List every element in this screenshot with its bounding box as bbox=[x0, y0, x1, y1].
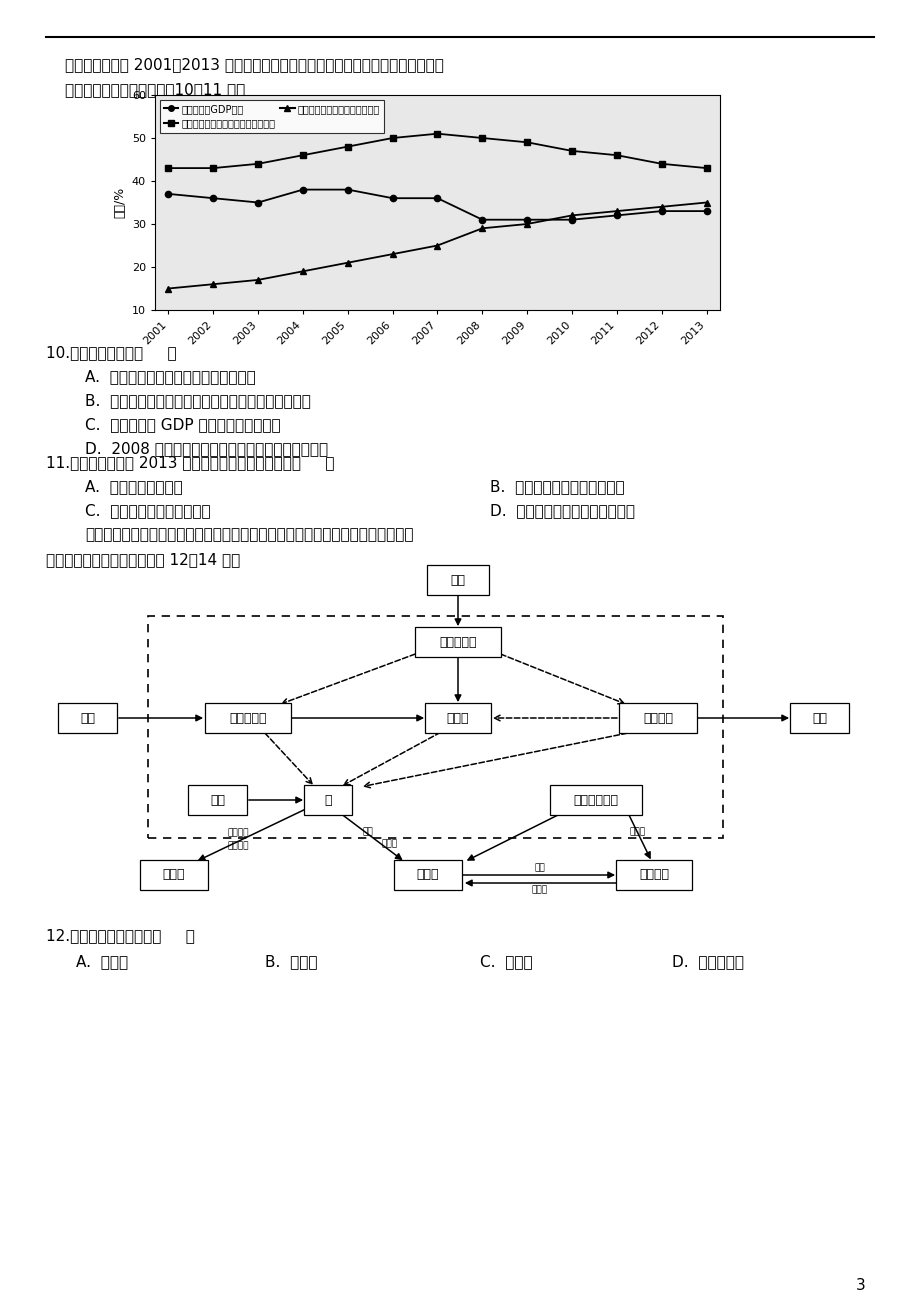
FancyBboxPatch shape bbox=[414, 627, 501, 656]
Text: 锅材加工厂: 锅材加工厂 bbox=[229, 711, 267, 724]
Text: 下图为我国某省 2001－2013 年工业产值比重及污染密集型行业和高新技术产业比重: 下图为我国某省 2001－2013 年工业产值比重及污染密集型行业和高新技术产业… bbox=[65, 57, 443, 72]
Y-axis label: 比重/%: 比重/% bbox=[113, 187, 126, 218]
FancyBboxPatch shape bbox=[205, 703, 290, 733]
Text: D.  污水处理厂: D. 污水处理厂 bbox=[671, 954, 743, 968]
Text: B.  化肂厂: B. 化肂厂 bbox=[265, 954, 317, 968]
Text: 的工业生产结构图，据图完成 12～14 题。: 的工业生产结构图，据图完成 12～14 题。 bbox=[46, 552, 240, 567]
Text: 旅游业: 旅游业 bbox=[163, 868, 185, 881]
Text: 图为我国东北某林区城市生态工业园区目前的生产结构图，虚线框内为该城市过去: 图为我国东北某林区城市生态工业园区目前的生产结构图，虚线框内为该城市过去 bbox=[85, 526, 413, 542]
Text: 的变动趋势图。读图，回等10～11 题。: 的变动趋势图。读图，回等10～11 题。 bbox=[65, 82, 245, 98]
Text: C.  工业产值在 GDP 中所占比重先增后减: C. 工业产值在 GDP 中所占比重先增后减 bbox=[85, 417, 280, 432]
Text: 农产品加工厂: 农产品加工厂 bbox=[573, 793, 618, 806]
Text: 小木制品厂: 小木制品厂 bbox=[438, 636, 476, 649]
FancyBboxPatch shape bbox=[616, 861, 691, 890]
Text: D.  减缓高新技术产业的发展速度: D. 减缓高新技术产业的发展速度 bbox=[490, 503, 634, 517]
FancyBboxPatch shape bbox=[425, 703, 491, 733]
Text: D.  2008 年后污染密集型行业比重高于高新技术产业: D. 2008 年后污染密集型行业比重高于高新技术产业 bbox=[85, 441, 328, 456]
Text: 农产品: 农产品 bbox=[381, 840, 398, 849]
Text: B.  提高资源密集型产业的比重: B. 提高资源密集型产业的比重 bbox=[490, 478, 624, 494]
Text: 家具厂: 家具厂 bbox=[447, 711, 469, 724]
Text: C.  发电厂: C. 发电厂 bbox=[480, 954, 532, 968]
Text: 种植业: 种植业 bbox=[416, 868, 438, 881]
Text: B.  高新技术产业比重的变化幅度小于污染密集型行业: B. 高新技术产业比重的变化幅度小于污染密集型行业 bbox=[85, 393, 311, 408]
Text: 秸杆: 秸杆 bbox=[362, 828, 373, 836]
Text: 3: 3 bbox=[856, 1278, 865, 1294]
Text: 农家肥: 农家肥 bbox=[531, 885, 548, 894]
Text: 11.据图推测，该省 2013 年后工业结构调整的重点是（     ）: 11.据图推测，该省 2013 年后工业结构调整的重点是（ ） bbox=[46, 455, 335, 471]
FancyBboxPatch shape bbox=[140, 861, 208, 890]
Text: C.  降低污染密集型行业比重: C. 降低污染密集型行业比重 bbox=[85, 503, 210, 517]
Legend: 工业产值占GDP比重, 污染密集型行业产值占工业产值比重, 高新技术产业值占工业产值比重: 工业产值占GDP比重, 污染密集型行业产值占工业产值比重, 高新技术产业值占工业… bbox=[160, 100, 383, 133]
FancyBboxPatch shape bbox=[618, 703, 697, 733]
FancyBboxPatch shape bbox=[426, 566, 489, 595]
FancyBboxPatch shape bbox=[188, 785, 247, 815]
FancyBboxPatch shape bbox=[550, 785, 641, 815]
FancyBboxPatch shape bbox=[393, 861, 461, 890]
Text: 甲: 甲 bbox=[323, 793, 332, 806]
FancyBboxPatch shape bbox=[59, 703, 118, 733]
FancyBboxPatch shape bbox=[303, 785, 352, 815]
Text: 原木: 原木 bbox=[811, 711, 826, 724]
Text: A.  造纸厂: A. 造纸厂 bbox=[76, 954, 128, 968]
Text: 肉奶蛋: 肉奶蛋 bbox=[630, 828, 645, 836]
Text: 人造板厂: 人造板厂 bbox=[642, 711, 673, 724]
Text: A.  加快发展第三产业: A. 加快发展第三产业 bbox=[85, 478, 183, 494]
Text: 秸秵: 秸秵 bbox=[534, 863, 545, 872]
Text: 生活污水: 生活污水 bbox=[227, 841, 248, 850]
Text: 原木: 原木 bbox=[210, 793, 225, 806]
Text: 12.图中甲工厂最可能是（     ）: 12.图中甲工厂最可能是（ ） bbox=[46, 928, 195, 942]
Text: 原木: 原木 bbox=[450, 573, 465, 586]
Text: A.  高新技术产业的比重呈波动上升趋势: A. 高新技术产业的比重呈波动上升趋势 bbox=[85, 369, 255, 384]
Text: 生活废弃: 生活废弃 bbox=[227, 828, 248, 837]
Text: 10.由图示信息可知（     ）: 10.由图示信息可知（ ） bbox=[46, 344, 176, 360]
Text: 畜牧养殖: 畜牧养殖 bbox=[639, 868, 668, 881]
FancyBboxPatch shape bbox=[789, 703, 848, 733]
Text: 原木: 原木 bbox=[81, 711, 96, 724]
